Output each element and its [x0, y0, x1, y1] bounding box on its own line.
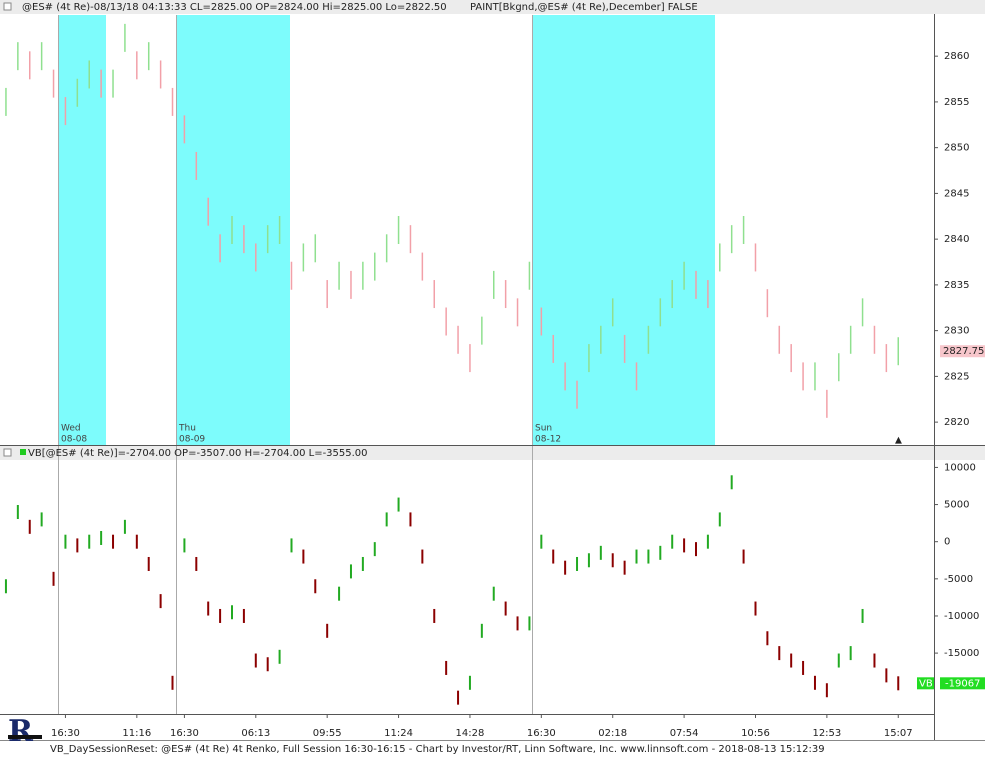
- y-tick-label: 2855: [944, 97, 969, 108]
- y-tick-label: 0: [944, 537, 950, 548]
- last-price-label: 2827.75: [943, 346, 984, 357]
- session-day: Thu: [178, 424, 196, 434]
- series-name: VB: [919, 678, 933, 689]
- session-dividers: [58, 15, 533, 714]
- y-tick-label: 5000: [944, 500, 969, 511]
- y-tick-label: 2850: [944, 143, 969, 154]
- x-tick-label: 12:53: [812, 728, 841, 739]
- y-tick-label: 2840: [944, 234, 969, 245]
- y-tick-label: 2830: [944, 326, 969, 337]
- x-tick-label: 11:24: [384, 728, 413, 739]
- x-tick-label: 16:30: [170, 728, 199, 739]
- y-tick-label: 2860: [944, 51, 969, 62]
- x-tick-label: 11:16: [122, 728, 151, 739]
- y-tick-label: -10000: [944, 611, 979, 622]
- y-tick-label: 2825: [944, 371, 969, 382]
- session-shade: [58, 15, 106, 445]
- series-name-box: [917, 677, 934, 690]
- window-icon[interactable]: [3, 2, 12, 11]
- window-icon[interactable]: [3, 448, 12, 457]
- footer: VB_DaySessionReset: @ES# (4t Re) 4t Renk…: [50, 744, 825, 755]
- session-day: Wed: [61, 424, 81, 434]
- y-tick-label: 2820: [944, 417, 969, 428]
- session-date: 08-08: [61, 435, 87, 445]
- y-tick-label: 2835: [944, 280, 969, 291]
- session-day: Sun: [535, 424, 552, 434]
- y-tick-label: -15000: [944, 648, 979, 659]
- scroll-marker: ▲: [895, 436, 902, 446]
- session-shade: [176, 15, 290, 445]
- price-header-bar: [0, 0, 985, 14]
- x-tick-label: 16:30: [51, 728, 80, 739]
- last-value-label: -19067: [945, 678, 980, 689]
- price-title: @ES# (4t Re)-08/13/18 04:13:33 CL=2825.0…: [22, 2, 447, 13]
- session-date: 08-09: [179, 435, 205, 445]
- session-shade: [532, 15, 715, 445]
- logo: R: [8, 714, 42, 749]
- svg-text:R: R: [8, 714, 34, 749]
- last-price-box: [940, 345, 985, 358]
- x-tick-label: 02:18: [598, 728, 627, 739]
- x-tick-label: 10:56: [741, 728, 770, 739]
- y-tick-label: 10000: [944, 462, 976, 473]
- y-tick-label: 2845: [944, 188, 969, 199]
- x-tick-label: 14:28: [456, 728, 485, 739]
- price-subtitle: PAINT[Bkgnd,@ES# (4t Re),December] FALSE: [470, 2, 698, 13]
- last-value-box: [940, 677, 985, 690]
- vb-header-bar: [0, 446, 985, 460]
- vb-title: VB[@ES# (4t Re)]=-2704.00 OP=-3507.00 H=…: [28, 448, 368, 459]
- x-tick-label: 07:54: [670, 728, 699, 739]
- x-tick-label: 15:07: [884, 728, 913, 739]
- x-tick-label: 06:13: [241, 728, 270, 739]
- vb-swatch: [20, 449, 26, 455]
- y-tick-label: -5000: [944, 574, 973, 585]
- x-tick-label: 16:30: [527, 728, 556, 739]
- x-tick-label: 09:55: [313, 728, 342, 739]
- session-date: 08-12: [535, 435, 561, 445]
